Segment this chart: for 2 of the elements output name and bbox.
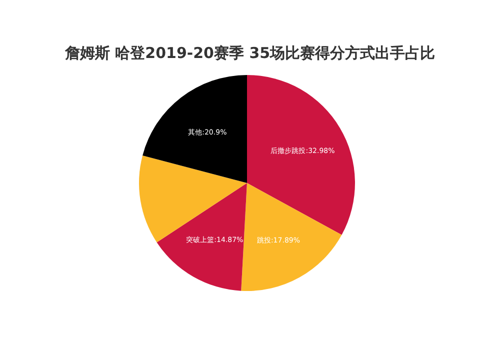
pie-slice	[142, 75, 247, 183]
chart-title: 詹姆斯 哈登2019-20赛季 35场比赛得分方式出手占比	[64, 44, 436, 62]
